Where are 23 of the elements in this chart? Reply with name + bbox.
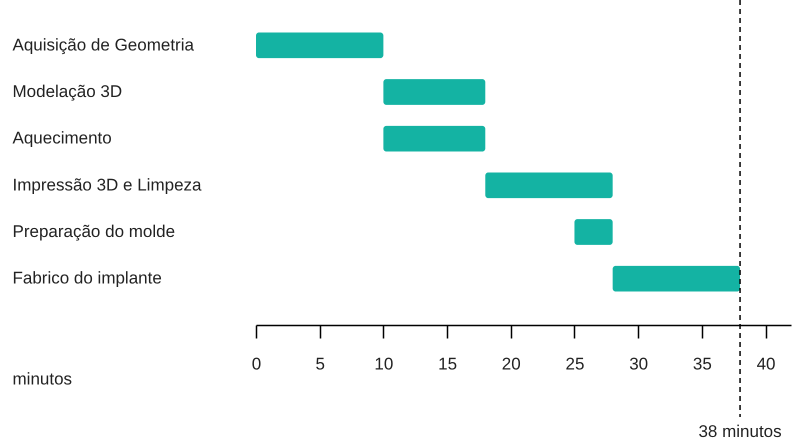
y-tick-label: Preparação do molde (12, 222, 176, 241)
bar (383, 126, 486, 152)
x-tick-label: 20 (502, 354, 521, 374)
bar (612, 266, 740, 292)
x-tick-label: 10 (374, 354, 394, 374)
x-tick-label: 15 (438, 354, 458, 374)
ref-line-label: 38 minutos (698, 422, 782, 441)
x-tick-label: 30 (629, 354, 648, 374)
y-tick-label: Modelação 3D (12, 82, 122, 101)
x-tick-label: 35 (692, 354, 712, 374)
x-axis-title: minutos (12, 370, 72, 388)
bar (383, 79, 486, 105)
x-tick-label: 40 (756, 354, 776, 374)
x-tick-label: 25 (565, 354, 584, 374)
bar (574, 219, 613, 245)
y-tick-label: Aquecimento (12, 128, 112, 148)
x-tick-label: 0 (252, 354, 262, 374)
y-tick-label: Impressão 3D e Limpeza (12, 175, 202, 194)
y-tick-label: Aquisição de Geometria (12, 35, 194, 54)
bar (485, 172, 613, 198)
x-tick-label: 5 (315, 354, 325, 374)
bar (256, 32, 384, 58)
y-tick-label: Fabrico do implante (12, 268, 162, 288)
